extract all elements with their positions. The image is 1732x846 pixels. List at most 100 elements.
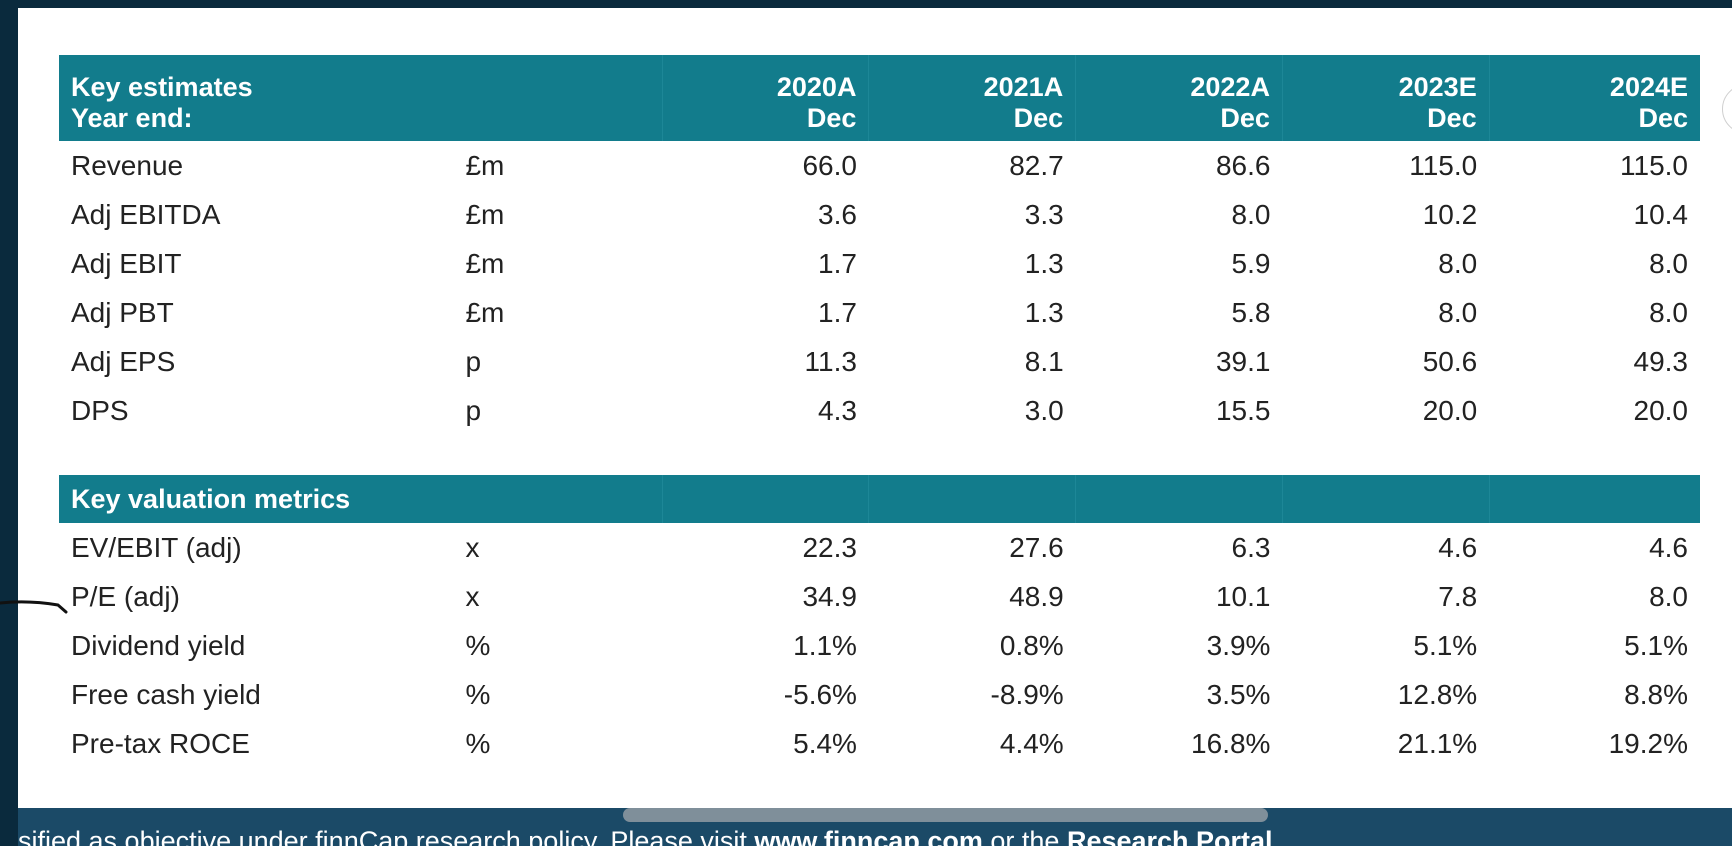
footer-disclaimer: sified as objective under finnCap resear…: [18, 826, 1273, 846]
left-frame: [0, 0, 18, 846]
row-value: 8.0: [1649, 247, 1688, 279]
horizontal-scrollbar[interactable]: [623, 808, 1268, 822]
valuation-header-row: Key valuation metrics: [59, 475, 1700, 523]
row-value: 4.6: [1649, 531, 1688, 563]
table-row: Adj EBITDA £m 3.6 3.3 8.0 10.2 10.4: [59, 190, 1700, 239]
row-value: 8.0: [1649, 296, 1688, 328]
row-label: Pre-tax ROCE: [71, 727, 250, 759]
row-value: 16.8%: [1191, 727, 1271, 759]
year-header: 2021A: [868, 55, 1076, 103]
estimates-title: Key estimates: [59, 55, 663, 103]
footer-bar: sified as objective under finnCap resear…: [18, 808, 1732, 846]
table-row: Revenue £m 66.0 82.7 86.6 115.0 115.0: [59, 141, 1700, 190]
header-cell: [1075, 475, 1283, 523]
year-end-value: Dec: [868, 103, 1076, 141]
row-label: P/E (adj): [71, 580, 180, 612]
table-row: Free cash yield% -5.6% -8.9% 3.5% 12.8% 8.8%: [59, 670, 1700, 719]
year-end-value: Dec: [1488, 103, 1700, 141]
row-value: 11.3: [804, 345, 857, 377]
estimates-header-row: Key estimates 2020A 2021A 2022A 2023E 20…: [59, 55, 1700, 103]
row-value: 5.4%: [793, 727, 857, 759]
metrics-table: Key estimates 2020A 2021A 2022A 2023E 20…: [59, 55, 1700, 768]
row-value: 22.3: [802, 531, 857, 563]
row-value: 1.3: [1024, 247, 1064, 279]
row-value: 3.0: [1024, 394, 1064, 426]
row-value: 19.2%: [1608, 727, 1688, 759]
table-row: Adj PBT £m 1.7 1.3 5.8 8.0 8.0: [59, 288, 1700, 337]
row-value: -5.6%: [783, 678, 857, 710]
row-unit: %: [465, 629, 491, 661]
row-label: DPS: [71, 394, 129, 426]
top-frame: [0, 0, 1732, 8]
year-end-value: Dec: [661, 103, 869, 141]
row-value: 39.1: [1215, 345, 1271, 377]
row-value: 34.9: [802, 580, 857, 612]
row-value: 5.9: [1231, 247, 1271, 279]
row-value: 5.1%: [1413, 629, 1478, 661]
row-label: Revenue: [71, 149, 184, 181]
row-value: 49.3: [1633, 345, 1689, 377]
row-value: 1.3: [1024, 296, 1064, 328]
row-value: 115.0: [1620, 149, 1688, 181]
section-spacer: [59, 435, 1700, 475]
table-row: EV/EBIT (adj) x 22.3 27.6 6.3 4.6 4.6: [59, 523, 1700, 572]
pen-arrow-annotation: [0, 600, 68, 614]
row-label: Dividend yield: [71, 629, 246, 661]
finncap-link[interactable]: www.finncap.com: [754, 826, 983, 846]
row-value: 20.0: [1422, 394, 1478, 426]
year-end-row: Year end: Dec Dec Dec Dec Dec: [59, 103, 1700, 141]
table-row: Pre-tax ROCE% 5.4% 4.4% 16.8% 21.1% 19.2%: [59, 719, 1700, 768]
row-label: Adj EBITDA: [71, 198, 221, 230]
research-portal-link[interactable]: Research Portal: [1066, 826, 1273, 846]
row-label: Adj EBIT: [71, 247, 182, 279]
row-unit: £m: [465, 247, 505, 279]
row-value: 4.6: [1438, 531, 1478, 563]
year-end-value: Dec: [1281, 103, 1490, 141]
row-value: -8.9%: [990, 678, 1064, 710]
footer-text: sified as objective under finnCap resear…: [18, 826, 755, 846]
row-value: 8.8%: [1624, 678, 1688, 710]
row-unit: £m: [465, 296, 505, 328]
row-value: 10.1: [1215, 580, 1271, 612]
header-cell: [1488, 475, 1700, 523]
row-value: 1.1%: [793, 629, 857, 661]
row-value: 8.1: [1024, 345, 1064, 377]
row-unit: £m: [465, 198, 505, 230]
row-value: 21.1%: [1397, 727, 1478, 759]
row-value: 3.9%: [1206, 629, 1271, 661]
row-unit: x: [465, 531, 480, 563]
row-value: 8.0: [1231, 198, 1271, 230]
row-unit: %: [465, 678, 491, 710]
row-value: 27.6: [1009, 531, 1064, 563]
row-value: 82.7: [1009, 149, 1064, 181]
document-page: [18, 8, 1732, 808]
row-value: 15.5: [1215, 394, 1271, 426]
header-cell: [661, 475, 869, 523]
year-header: 2024E: [1488, 55, 1700, 103]
row-value: 8.0: [1438, 247, 1478, 279]
table-row: Adj EPS p 11.3 8.1 39.1 50.6 49.3: [59, 337, 1700, 386]
table-row: P/E (adj) x 34.9 48.9 10.1 7.8 8.0: [59, 572, 1700, 621]
row-value: 8.0: [1438, 296, 1478, 328]
row-label: EV/EBIT (adj): [71, 531, 242, 563]
table-row: Adj EBIT £m 1.7 1.3 5.9 8.0 8.0: [59, 239, 1700, 288]
row-unit: p: [465, 345, 482, 377]
row-value: 3.6: [818, 198, 857, 230]
row-value: 3.5%: [1206, 678, 1271, 710]
header-cell: [1281, 475, 1490, 523]
row-value: 86.6: [1215, 149, 1271, 181]
row-unit: p: [465, 394, 482, 426]
row-value: 1.7: [818, 247, 857, 279]
row-value: 4.4%: [999, 727, 1064, 759]
row-value: 8.0: [1649, 580, 1688, 612]
row-value: 10.2: [1422, 198, 1478, 230]
row-value: 12.8%: [1397, 678, 1478, 710]
row-value: 20.0: [1633, 394, 1689, 426]
row-value: 6.3: [1231, 531, 1271, 563]
row-value: 66.0: [802, 149, 857, 181]
footer-text: or the: [982, 826, 1067, 846]
row-value: 5.1%: [1624, 629, 1688, 661]
row-value: 5.8: [1231, 296, 1271, 328]
row-unit: £m: [465, 149, 505, 181]
row-value: 10.4: [1633, 198, 1689, 230]
